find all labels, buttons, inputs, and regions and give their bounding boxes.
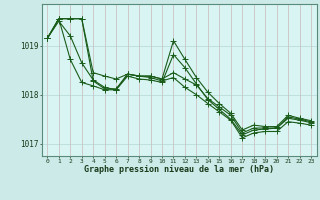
X-axis label: Graphe pression niveau de la mer (hPa): Graphe pression niveau de la mer (hPa) (84, 165, 274, 174)
